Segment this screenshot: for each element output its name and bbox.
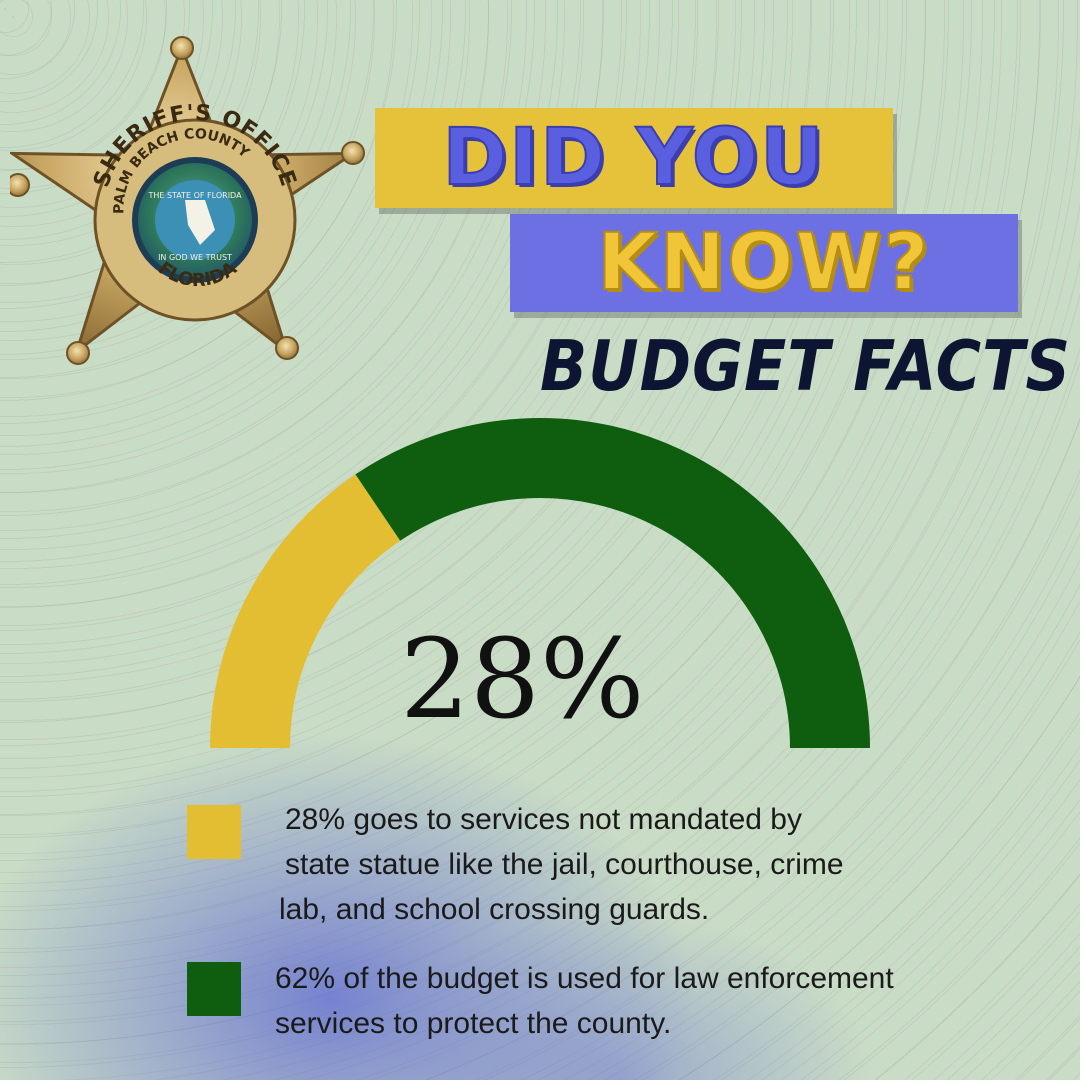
star-tip-ball: [341, 141, 365, 165]
legend-text-62: 62% of the budget is used for law enforc…: [275, 956, 894, 1046]
legend-line: 28% goes to services not mandated by: [285, 803, 802, 836]
seal-top-text: THE STATE OF FLORIDA: [147, 191, 242, 200]
sheriff-badge-logo: SHERIFF'S OFFICE PALM BEACH COUNTY FLORI…: [10, 36, 365, 365]
legend-item-62: 62% of the budget is used for law enforc…: [187, 962, 894, 1046]
florida-shape-icon: [185, 200, 215, 245]
legend-line: state statue like the jail, courthouse, …: [285, 848, 844, 881]
budget-facts-title: BUDGET FACTS: [540, 325, 1072, 407]
legend-swatch-green: [187, 962, 241, 1016]
gauge-slice-62: [355, 418, 870, 749]
star-tip-ball: [170, 36, 194, 60]
legend-line: lab, and school crossing guards.: [279, 893, 710, 926]
legend-line: services to protect the county.: [275, 1007, 672, 1040]
legend-line: 62% of the budget is used for law enforc…: [275, 962, 894, 995]
did-you-text: DID YOU: [441, 112, 826, 204]
gauge-center-value: 28%: [400, 615, 645, 743]
did-you-banner: DID YOU: [375, 108, 893, 208]
seal-bottom-text: IN GOD WE TRUST: [158, 253, 232, 262]
legend-item-28: 28% goes to services not mandated by sta…: [187, 803, 844, 932]
know-text: KNOW?: [596, 217, 931, 309]
star-tip-ball: [275, 336, 299, 360]
legend-swatch-yellow: [187, 805, 241, 859]
gauge-slice-28: [210, 474, 401, 749]
star-tip-ball: [10, 173, 30, 197]
know-banner: KNOW?: [510, 214, 1018, 312]
legend-text-28: 28% goes to services not mandated by sta…: [279, 797, 844, 932]
star-tip-ball: [66, 341, 90, 365]
